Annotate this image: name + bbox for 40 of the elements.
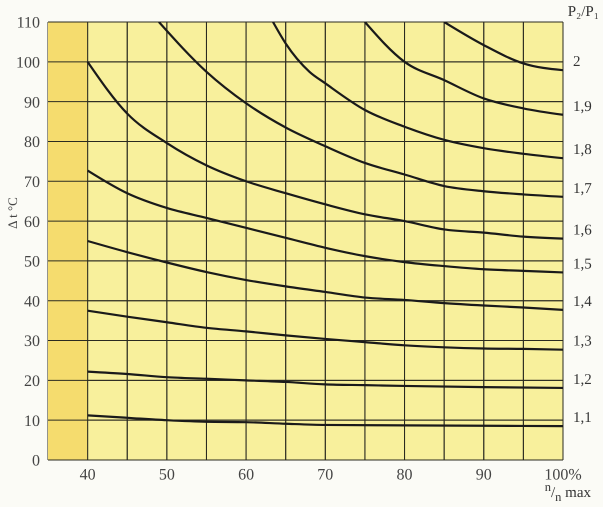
series-label: 1,7	[573, 180, 592, 197]
line-series	[443, 22, 563, 72]
line-series	[272, 22, 563, 160]
series-label: 1,4	[573, 294, 592, 310]
series-label: 1,6	[573, 222, 592, 239]
x-tick-label: 80	[396, 466, 413, 484]
x-tick-label: 90	[476, 466, 492, 484]
legend-title: P₂/P₁	[568, 4, 599, 21]
y-tick-label: 50	[24, 254, 40, 271]
series-label: 1,2	[573, 372, 592, 388]
y-tick-label: 10	[24, 412, 40, 430]
series-label: 1,5	[573, 256, 592, 272]
y-tick-label: 30	[24, 333, 40, 350]
line-series	[86, 370, 563, 390]
series-label: 1,9	[573, 98, 592, 115]
x-tick-label: 60	[238, 466, 254, 484]
y-tick-label: 40	[24, 293, 40, 310]
y-tick-label: 100	[16, 54, 40, 72]
y-tick-label: 110	[16, 14, 40, 32]
line-series	[86, 414, 563, 428]
line-series	[158, 22, 563, 198]
line-series	[86, 169, 563, 274]
y-tick-label: 60	[24, 214, 40, 231]
series-label: 1,1	[573, 410, 592, 426]
y-tick-label: 90	[24, 94, 40, 112]
y-tick-label: 20	[24, 373, 40, 390]
x-tick-label: 40	[80, 466, 96, 484]
y-axis-title: Δ t °C	[5, 196, 21, 231]
line-series	[86, 240, 563, 311]
series-label: 1,8	[573, 142, 592, 158]
x-tick-label: 50	[158, 466, 175, 484]
line-series	[86, 310, 563, 351]
series-label: 2	[573, 54, 580, 70]
y-tick-label: 0	[32, 452, 40, 470]
x-tick-label: 70	[317, 466, 334, 484]
line-series	[86, 60, 563, 240]
y-tick-label: 70	[24, 174, 40, 191]
series-label: 1,3	[573, 334, 592, 350]
line-series	[364, 22, 563, 116]
y-tick-label: 80	[24, 134, 40, 152]
